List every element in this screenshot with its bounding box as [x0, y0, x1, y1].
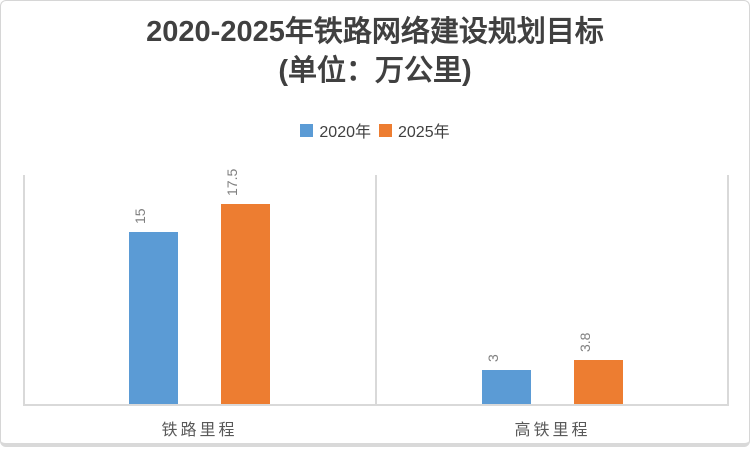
category-divider-line — [375, 175, 377, 406]
category-label-铁路里程: 铁路里程 — [161, 422, 238, 439]
data-label-2025年-铁路里程: 17.5 — [223, 168, 240, 196]
legend-swatch-icon — [300, 123, 314, 137]
bar-2025年-高铁里程 — [574, 360, 623, 404]
plot-right-border-line — [727, 175, 729, 406]
legend-item-2025年: 2025年 — [379, 118, 450, 142]
data-label-2020年-铁路里程: 15 — [131, 208, 148, 224]
chart-title-line2: (单位：万公里) — [278, 55, 472, 87]
legend-swatch-icon — [379, 123, 392, 137]
x-axis-line — [23, 404, 729, 406]
y-axis-line — [23, 175, 25, 406]
data-label-2025年-高铁里程: 3.8 — [576, 332, 593, 352]
chart-title-line1: 2020-2025年铁路网络建设规划目标 — [146, 16, 604, 48]
category-label-高铁里程: 高铁里程 — [514, 422, 591, 439]
bar-2025年-铁路里程 — [221, 204, 270, 404]
legend-label: 2025年 — [398, 124, 450, 141]
bar-2020年-高铁里程 — [482, 370, 531, 404]
legend: 2020年 2025年 — [1, 118, 749, 142]
plot-area: 15 17.5 铁路里程 3 3.8 高铁里程 — [23, 169, 729, 439]
legend-item-2020年: 2020年 — [300, 118, 371, 142]
chart-title: 2020-2025年铁路网络建设规划目标 (单位：万公里) — [1, 13, 749, 91]
legend-label: 2020年 — [319, 124, 371, 141]
bar-2020年-铁路里程 — [129, 232, 178, 404]
data-label-2020年-高铁里程: 3 — [484, 354, 501, 362]
